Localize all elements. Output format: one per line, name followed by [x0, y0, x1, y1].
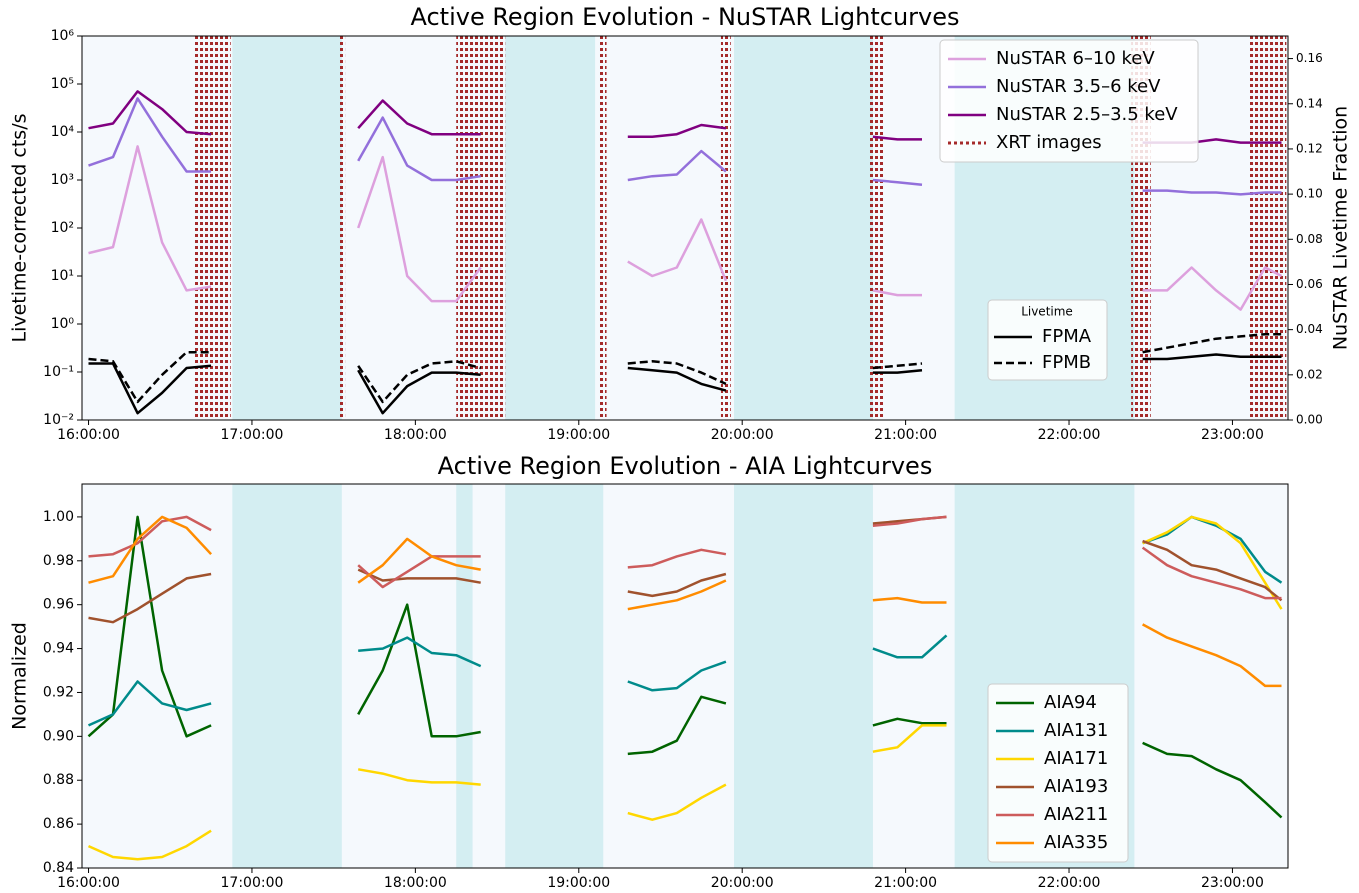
shaded-band: [734, 36, 873, 420]
y-tick-label: 10¹: [51, 268, 74, 284]
y-tick-label: 10⁴: [51, 124, 75, 140]
x-tick-label: 17:00:00: [221, 427, 284, 443]
legend-box: [987, 299, 1108, 381]
legend-label: AIA211: [1044, 804, 1108, 825]
y-tick-label: 0.96: [43, 597, 74, 613]
legend: NuSTAR 6–10 keV NuSTAR 3.5–6 keV NuSTAR 2.…: [939, 39, 1199, 163]
y2-tick-label: 0.04: [1296, 322, 1323, 336]
series-line: [88, 353, 1282, 415]
legend-label: AIA171: [1044, 748, 1108, 769]
xrt-span: [720, 36, 731, 420]
legend-label: AIA131: [1044, 720, 1108, 741]
series-line: [88, 515, 1283, 624]
x-tick-label: 22:00:00: [1038, 875, 1101, 891]
y-tick-label: 0.84: [43, 860, 74, 876]
x-tick-label: 16:00:00: [57, 427, 120, 443]
y2-axis-label: NuSTAR Livetime Fraction: [1330, 106, 1352, 350]
y-tick-label: 0.86: [43, 816, 74, 832]
y-tick-label: 10⁶: [51, 28, 75, 44]
y2-tick-label: 0.06: [1296, 277, 1323, 291]
shaded-band: [232, 484, 342, 868]
y2-tick-label: 0.14: [1296, 96, 1323, 110]
xrt-span: [338, 36, 346, 420]
x-tick-label: 17:00:00: [221, 875, 284, 891]
legend-label: NuSTAR 6–10 keV: [996, 48, 1155, 69]
xrt-span: [598, 36, 607, 420]
shaded-band: [734, 484, 873, 868]
y-axis-label: Livetime-corrected cts/s: [9, 114, 31, 343]
x-tick-label: 19:00:00: [547, 875, 610, 891]
x-tick-label: 16:00:00: [57, 875, 120, 891]
y-axis-label: Normalized: [9, 622, 31, 730]
shaded-band: [232, 36, 342, 420]
xrt-span: [869, 36, 885, 420]
series-line: [87, 515, 1283, 727]
legend-title: Livetime: [1021, 305, 1073, 319]
y-tick-label: 0.92: [43, 684, 74, 700]
x-tick-label: 20:00:00: [711, 875, 774, 891]
y2-tick-label: 0.16: [1296, 51, 1323, 65]
y-tick-label: 1.00: [43, 509, 74, 525]
series-line: [88, 515, 1282, 688]
xrt-span: [194, 36, 231, 420]
shaded-band: [505, 36, 596, 420]
legend-label: FPMB: [1042, 352, 1091, 373]
legend-box: [939, 39, 1199, 163]
shaded-band: [456, 484, 473, 868]
y-tick-label: 10²: [51, 220, 74, 236]
series-line: [88, 515, 1282, 600]
y2-tick-label: 0.10: [1296, 187, 1323, 201]
legend: AIA94 AIA131 AIA171 AIA193 AIA211 AIA335: [987, 683, 1129, 863]
chart-title: Active Region Evolution - AIA Lightcurve…: [438, 452, 933, 480]
x-tick-label: 22:00:00: [1038, 427, 1101, 443]
y2-tick-label: 0.08: [1296, 232, 1323, 246]
xrt-span: [1248, 36, 1287, 420]
x-tick-label: 18:00:00: [384, 875, 447, 891]
y2-tick-label: 0.00: [1296, 413, 1323, 427]
legend-label: NuSTAR 3.5–6 keV: [996, 76, 1161, 97]
y-tick-label: 0.98: [43, 553, 74, 569]
series-line: [88, 145, 1283, 311]
x-tick-label: 23:00:00: [1201, 427, 1264, 443]
series-line: [87, 515, 1283, 819]
legend-box: [987, 683, 1129, 863]
y-tick-label: 10⁻¹: [43, 364, 74, 380]
x-tick-label: 19:00:00: [547, 427, 610, 443]
legend-label: FPMA: [1042, 326, 1092, 347]
x-tick-label: 21:00:00: [874, 875, 937, 891]
x-tick-label: 18:00:00: [384, 427, 447, 443]
x-tick-label: 21:00:00: [874, 427, 937, 443]
series-line: [87, 515, 1283, 861]
series-line: [88, 97, 1282, 196]
legend-label: AIA335: [1044, 832, 1108, 853]
series-line: [88, 332, 1282, 404]
y-tick-label: 0.94: [43, 641, 74, 657]
y-tick-label: 10⁰: [51, 316, 75, 332]
y-tick-label: 0.90: [43, 728, 74, 744]
legend-label: NuSTAR 2.5–3.5 keV: [996, 104, 1178, 125]
y-tick-label: 0.88: [43, 772, 74, 788]
plot-frame: [81, 483, 1289, 869]
legend-label: AIA193: [1044, 776, 1108, 797]
series-line: [88, 90, 1282, 144]
x-tick-label: 23:00:00: [1201, 875, 1264, 891]
y2-tick-label: 0.02: [1296, 367, 1323, 381]
legend-label: AIA94: [1044, 692, 1097, 713]
legend-livetime: Livetime FPMA FPMB: [987, 299, 1108, 381]
plot-frame: [81, 35, 1289, 421]
chart-title: Active Region Evolution - NuSTAR Lightcu…: [410, 3, 959, 31]
legend-label: XRT images: [996, 132, 1102, 153]
y-tick-label: 10⁵: [51, 76, 74, 92]
y-tick-label: 10⁻²: [43, 412, 74, 428]
shaded-band: [505, 484, 604, 868]
y-tick-label: 10³: [51, 172, 74, 188]
x-tick-label: 20:00:00: [711, 427, 774, 443]
y2-tick-label: 0.12: [1296, 141, 1323, 155]
xrt-span: [456, 36, 506, 420]
